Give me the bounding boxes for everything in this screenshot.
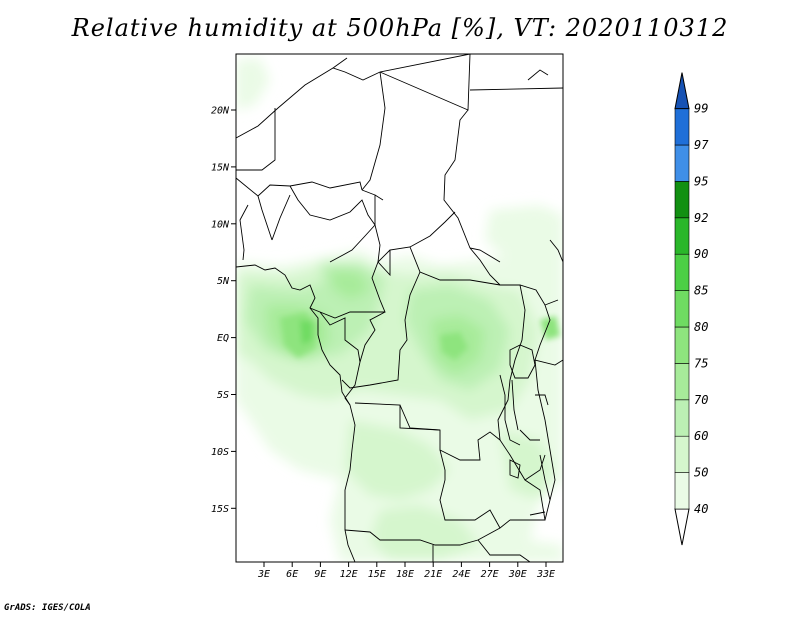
map-title: Relative humidity at 500hPa [%], VT: 202…	[71, 14, 729, 42]
colorbar-label: 95	[694, 174, 708, 188]
colorbar-segment	[674, 108, 690, 146]
colorbar-segment	[674, 435, 690, 473]
colorbar-segment	[674, 72, 690, 110]
lat-tick-label: 15N	[211, 162, 230, 173]
lat-tick-label: 5N	[217, 276, 230, 287]
humidity-shading	[236, 58, 563, 562]
lon-tick-label: 30E	[508, 569, 527, 580]
lat-tick-label: 15S	[211, 504, 229, 515]
colorbar-label: 92	[694, 211, 708, 225]
colorbar-label: 99	[694, 102, 708, 116]
colorbar-label: 80	[694, 320, 708, 334]
colorbar-segment	[674, 217, 690, 255]
colorbar-segment	[674, 326, 690, 364]
lon-tick-label: 6E	[286, 569, 298, 580]
colorbar-segment	[674, 363, 690, 401]
colorbar-segment	[674, 508, 690, 546]
colorbar-segment	[674, 290, 690, 328]
longitude-axis: 3E 6E 9E 12E 15E 18E 21E 24E 27E 30E 33E	[257, 562, 555, 580]
lat-tick-label: 10S	[211, 447, 229, 458]
colorbar: 40 50 60 70 75 80 85 90 92 95 97 99	[674, 72, 709, 546]
lat-tick-label: 20N	[211, 106, 230, 117]
latitude-axis: 20N 15N 10N 5N EQ 5S 10S 15S	[211, 106, 236, 515]
lat-tick-label: EQ	[217, 333, 229, 344]
colorbar-label: 70	[694, 393, 708, 407]
colorbar-label: 75	[694, 356, 708, 370]
country-borders	[236, 54, 563, 562]
colorbar-label: 50	[694, 466, 708, 480]
colorbar-label: 60	[694, 429, 708, 443]
colorbar-label: 85	[694, 284, 708, 298]
colorbar-segment	[674, 253, 690, 291]
lon-tick-label: 12E	[340, 569, 358, 580]
colorbar-segment	[674, 399, 690, 437]
grads-credit: GrADS: IGES/COLA	[4, 603, 91, 613]
colorbar-label: 40	[694, 502, 708, 516]
colorbar-segment	[674, 181, 690, 219]
colorbar-segment	[674, 472, 690, 510]
map-frame	[235, 53, 564, 563]
lon-tick-label: 27E	[481, 569, 499, 580]
lon-tick-label: 24E	[452, 569, 470, 580]
lon-tick-label: 33E	[536, 569, 555, 580]
lat-tick-label: 5S	[217, 390, 229, 401]
lon-tick-label: 9E	[314, 569, 326, 580]
lat-tick-label: 10N	[211, 219, 230, 230]
lon-tick-label: 18E	[396, 569, 414, 580]
colorbar-segment	[674, 144, 690, 182]
colorbar-label: 97	[694, 138, 709, 152]
lon-tick-label: 3E	[257, 569, 270, 580]
colorbar-label: 90	[694, 247, 708, 261]
lon-tick-label: 21E	[424, 569, 442, 580]
lon-tick-label: 15E	[368, 569, 386, 580]
